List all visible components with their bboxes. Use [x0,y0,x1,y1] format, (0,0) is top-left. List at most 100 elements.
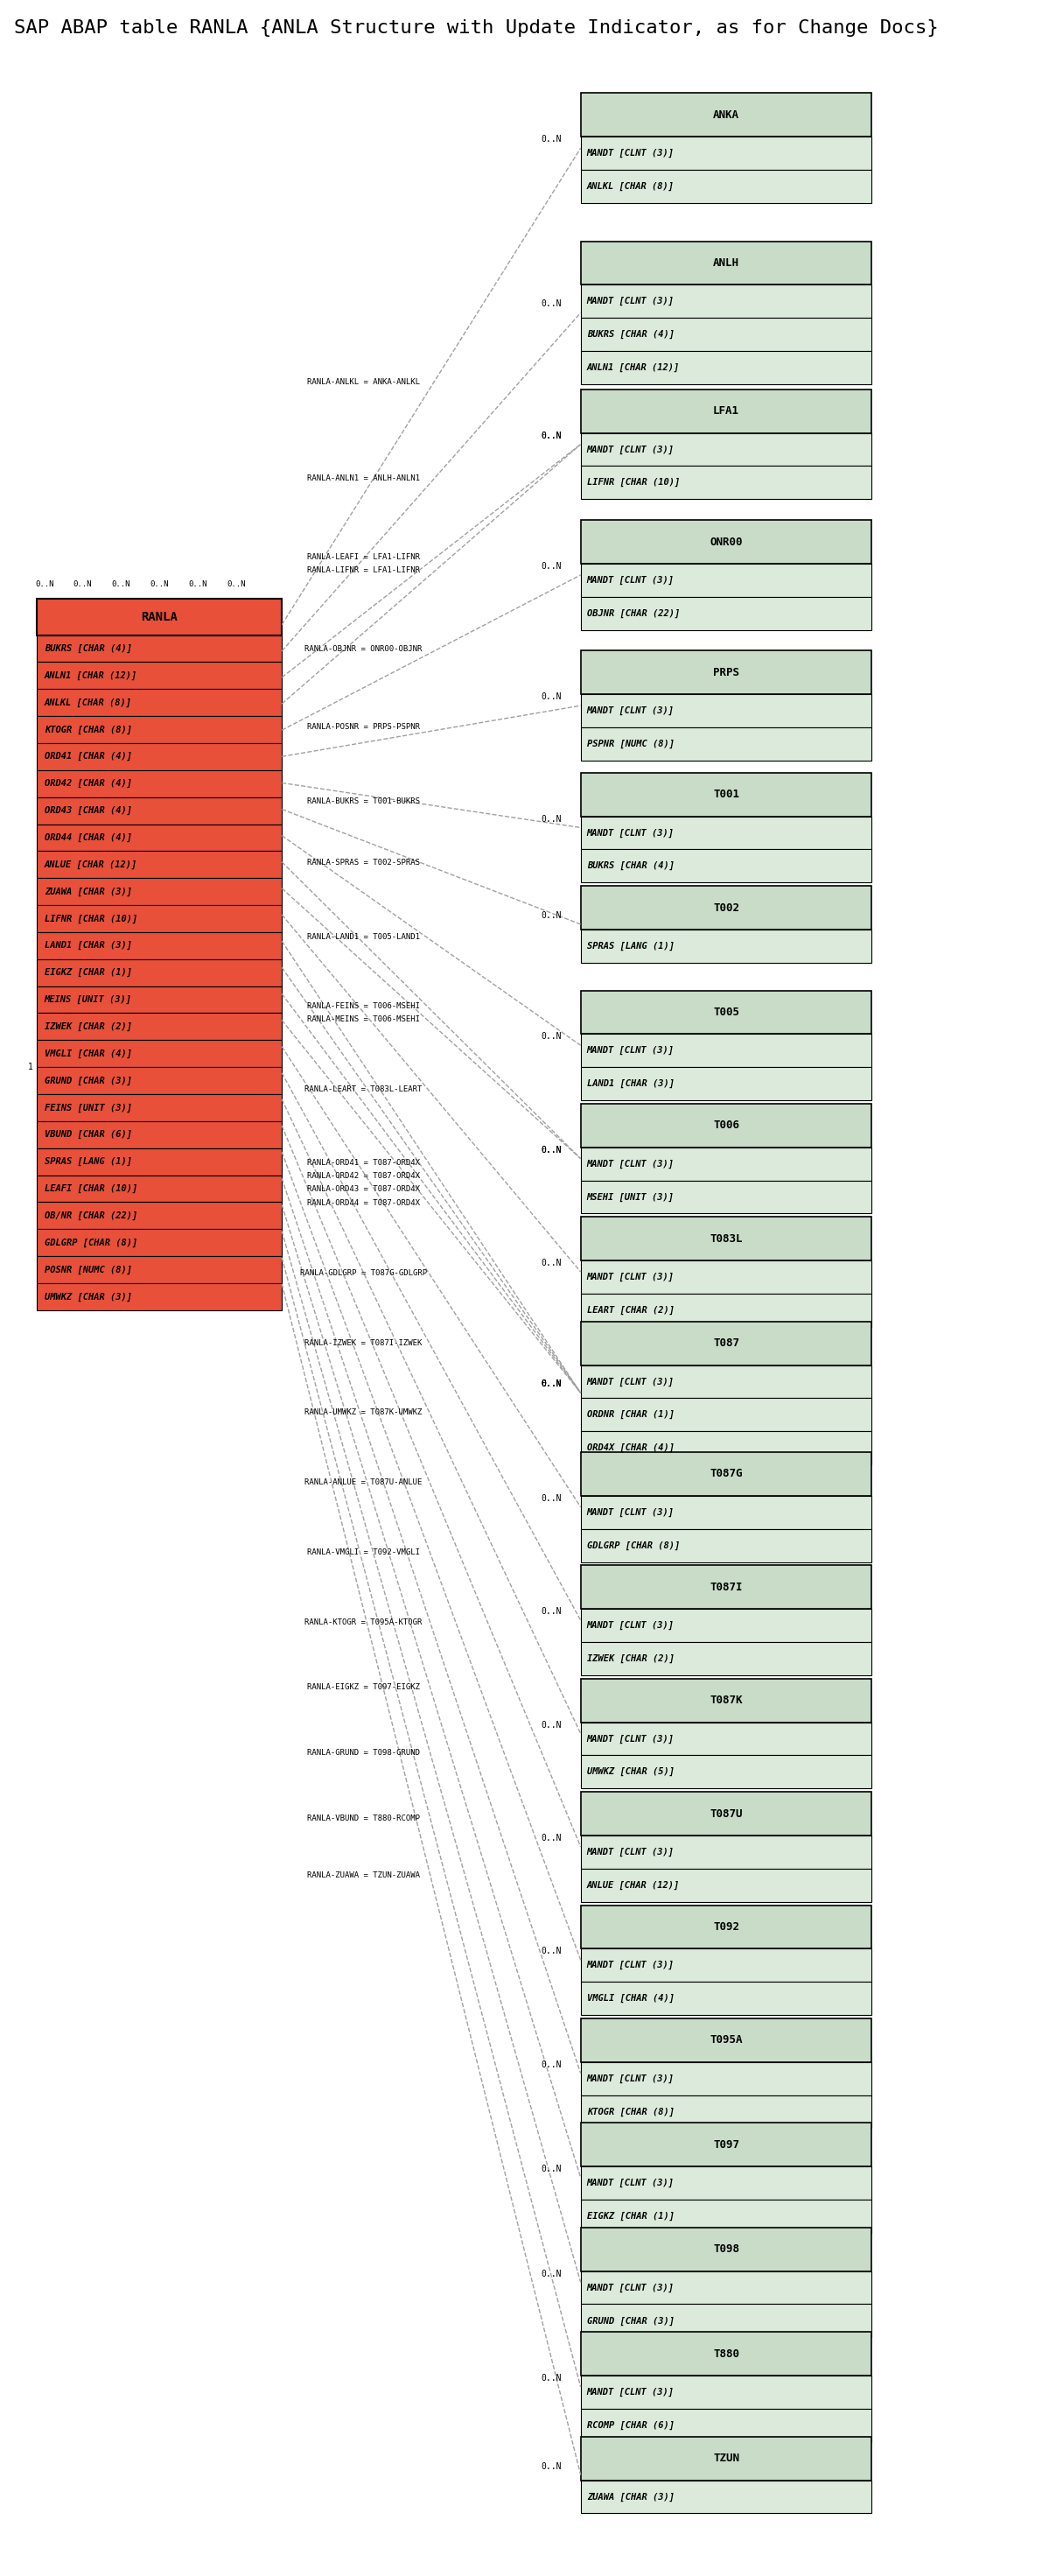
Text: RANLA-ORD43 = T087-ORD4X: RANLA-ORD43 = T087-ORD4X [306,1185,420,1193]
Text: 0..N: 0..N [541,1033,561,1041]
Text: RCOMP [CHAR (6)]: RCOMP [CHAR (6)] [586,2421,675,2429]
FancyBboxPatch shape [581,520,872,564]
Text: KTOGR [CHAR (8)]: KTOGR [CHAR (8)] [586,2107,675,2115]
Text: RANLA-LEART = T083L-LEART: RANLA-LEART = T083L-LEART [304,1084,422,1092]
Text: RANLA-ANLN1 = ANLH-ANLN1: RANLA-ANLN1 = ANLH-ANLN1 [306,474,420,482]
Text: MANDT [CLNT (3)]: MANDT [CLNT (3)] [586,1046,675,1056]
FancyBboxPatch shape [37,742,282,770]
FancyBboxPatch shape [37,1203,282,1229]
Text: FEINS [UNIT (3)]: FEINS [UNIT (3)] [44,1103,132,1113]
FancyBboxPatch shape [581,1066,872,1100]
Text: MANDT [CLNT (3)]: MANDT [CLNT (3)] [586,829,675,837]
FancyBboxPatch shape [37,1095,282,1121]
Text: LIFNR [CHAR (10)]: LIFNR [CHAR (10)] [44,914,137,922]
Text: T092: T092 [713,1922,740,1932]
Text: MANDT [CLNT (3)]: MANDT [CLNT (3)] [586,1960,675,1971]
Text: RANLA-IZWEK = T087I-IZWEK: RANLA-IZWEK = T087I-IZWEK [304,1340,422,1347]
Text: 0..N: 0..N [541,814,561,824]
FancyBboxPatch shape [37,770,282,796]
FancyBboxPatch shape [581,1216,872,1260]
Text: ORD42 [CHAR (4)]: ORD42 [CHAR (4)] [44,778,132,788]
Text: RANLA-VMGLI = T092-VMGLI: RANLA-VMGLI = T092-VMGLI [306,1548,420,1556]
Text: GRUND [CHAR (3)]: GRUND [CHAR (3)] [586,2316,675,2326]
Text: T097: T097 [713,2138,740,2151]
Text: RANLA-VBUND = T880-RCOMP: RANLA-VBUND = T880-RCOMP [306,1814,420,1821]
FancyBboxPatch shape [37,688,282,716]
Text: PRPS: PRPS [713,667,740,677]
FancyBboxPatch shape [581,1033,872,1066]
Text: MANDT [CLNT (3)]: MANDT [CLNT (3)] [586,446,675,453]
Text: 0..N: 0..N [541,299,561,309]
FancyBboxPatch shape [581,652,872,696]
FancyBboxPatch shape [581,1906,872,1950]
Text: ANLKL [CHAR (8)]: ANLKL [CHAR (8)] [586,183,675,191]
FancyBboxPatch shape [581,2437,872,2481]
Text: RANLA-EIGKZ = T097-EIGKZ: RANLA-EIGKZ = T097-EIGKZ [306,1685,420,1692]
FancyBboxPatch shape [581,1260,872,1293]
FancyBboxPatch shape [581,2094,872,2128]
FancyBboxPatch shape [37,987,282,1012]
FancyBboxPatch shape [581,1321,872,1365]
Text: 0..N: 0..N [541,2269,561,2277]
Text: T006: T006 [713,1121,740,1131]
Text: MSEHI [UNIT (3)]: MSEHI [UNIT (3)] [586,1193,675,1200]
Text: RANLA-POSNR = PRPS-PSPNR: RANLA-POSNR = PRPS-PSPNR [306,724,420,732]
FancyBboxPatch shape [581,1530,872,1561]
FancyBboxPatch shape [37,933,282,958]
FancyBboxPatch shape [37,1175,282,1203]
Text: ANLH: ANLH [713,258,740,268]
Text: MANDT [CLNT (3)]: MANDT [CLNT (3)] [586,1507,675,1517]
FancyBboxPatch shape [581,350,872,384]
Text: LAND1 [CHAR (3)]: LAND1 [CHAR (3)] [44,940,132,951]
Text: ANLKL [CHAR (8)]: ANLKL [CHAR (8)] [44,698,132,706]
Text: BUKRS [CHAR (4)]: BUKRS [CHAR (4)] [586,330,675,340]
Text: GDLGRP [CHAR (8)]: GDLGRP [CHAR (8)] [586,1540,680,1551]
FancyBboxPatch shape [37,824,282,850]
FancyBboxPatch shape [581,1399,872,1432]
Text: 0..N: 0..N [541,1381,561,1388]
FancyBboxPatch shape [37,1041,282,1066]
FancyBboxPatch shape [581,598,872,631]
Text: ANLUE [CHAR (12)]: ANLUE [CHAR (12)] [586,1880,680,1891]
FancyBboxPatch shape [581,2331,872,2375]
Text: 0..N: 0..N [541,1721,561,1728]
FancyBboxPatch shape [581,1837,872,1868]
Text: ANLN1 [CHAR (12)]: ANLN1 [CHAR (12)] [586,363,680,371]
Text: 0..N: 0..N [541,2164,561,2174]
FancyBboxPatch shape [37,904,282,933]
FancyBboxPatch shape [581,773,872,817]
FancyBboxPatch shape [581,1103,872,1146]
Text: ORD41 [CHAR (4)]: ORD41 [CHAR (4)] [44,752,132,760]
Text: RANLA-ZUAWA = TZUN-ZUAWA: RANLA-ZUAWA = TZUN-ZUAWA [306,1873,420,1880]
Text: RANLA: RANLA [141,611,177,623]
Text: MANDT [CLNT (3)]: MANDT [CLNT (3)] [586,296,675,307]
FancyBboxPatch shape [581,242,872,286]
FancyBboxPatch shape [37,958,282,987]
Text: OB/NR [CHAR (22)]: OB/NR [CHAR (22)] [44,1211,137,1221]
FancyBboxPatch shape [581,2200,872,2233]
Text: 0..N: 0..N [541,693,561,701]
Text: 0..N: 0..N [541,430,561,440]
Text: UMWKZ [CHAR (3)]: UMWKZ [CHAR (3)] [44,1293,132,1301]
FancyBboxPatch shape [581,1723,872,1754]
FancyBboxPatch shape [581,1610,872,1641]
FancyBboxPatch shape [581,1453,872,1497]
FancyBboxPatch shape [581,433,872,466]
FancyBboxPatch shape [581,1868,872,1901]
FancyBboxPatch shape [581,2228,872,2272]
Text: 0..N: 0..N [541,912,561,920]
Text: LEART [CHAR (2)]: LEART [CHAR (2)] [586,1306,675,1314]
FancyBboxPatch shape [581,2409,872,2442]
Text: ORDNR [CHAR (1)]: ORDNR [CHAR (1)] [586,1409,675,1419]
Text: BUKRS [CHAR (4)]: BUKRS [CHAR (4)] [44,644,132,654]
Text: MANDT [CLNT (3)]: MANDT [CLNT (3)] [586,2074,675,2084]
Text: 0..N: 0..N [541,2375,561,2383]
Text: 0..N: 0..N [73,580,92,587]
FancyBboxPatch shape [581,1293,872,1327]
Text: TZUN: TZUN [713,2452,740,2465]
Text: ANLUE [CHAR (12)]: ANLUE [CHAR (12)] [44,860,137,868]
FancyBboxPatch shape [581,1641,872,1674]
FancyBboxPatch shape [581,1566,872,1610]
Text: RANLA-SPRAS = T002-SPRAS: RANLA-SPRAS = T002-SPRAS [306,858,420,866]
Text: LIFNR [CHAR (10)]: LIFNR [CHAR (10)] [586,479,680,487]
